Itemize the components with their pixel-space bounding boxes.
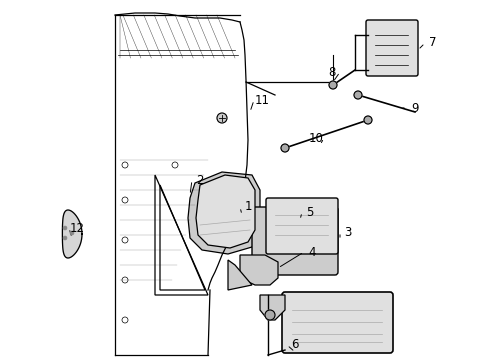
Text: 5: 5 [306, 206, 314, 219]
Circle shape [329, 81, 337, 89]
Polygon shape [196, 175, 255, 248]
Text: 1: 1 [244, 201, 252, 213]
Circle shape [217, 113, 227, 123]
FancyBboxPatch shape [366, 20, 418, 76]
Text: 8: 8 [328, 66, 336, 78]
Text: 4: 4 [308, 246, 316, 258]
Text: 3: 3 [344, 225, 352, 238]
Text: 2: 2 [196, 174, 204, 186]
Polygon shape [62, 210, 82, 258]
FancyBboxPatch shape [282, 292, 393, 353]
Circle shape [70, 231, 74, 235]
Polygon shape [228, 260, 252, 290]
FancyBboxPatch shape [252, 207, 338, 275]
Polygon shape [260, 295, 285, 320]
Circle shape [281, 144, 289, 152]
Circle shape [63, 226, 67, 230]
Text: 9: 9 [411, 102, 419, 114]
FancyBboxPatch shape [266, 198, 338, 254]
Circle shape [364, 116, 372, 124]
Circle shape [63, 236, 67, 240]
Text: 10: 10 [309, 131, 323, 144]
Text: 12: 12 [70, 221, 84, 234]
Text: 6: 6 [291, 338, 299, 351]
Text: 7: 7 [429, 36, 437, 49]
Polygon shape [188, 172, 260, 254]
Text: 11: 11 [254, 94, 270, 107]
Polygon shape [240, 255, 278, 285]
Circle shape [265, 310, 275, 320]
Circle shape [354, 91, 362, 99]
